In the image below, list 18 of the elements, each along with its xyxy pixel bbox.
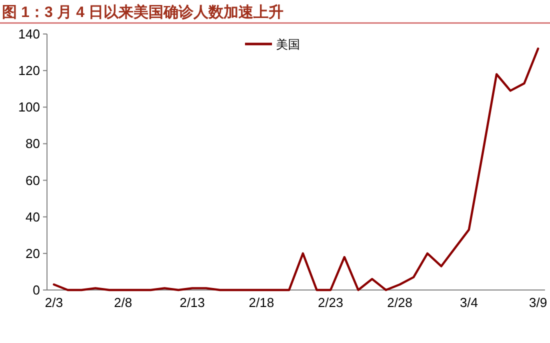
legend-label: 美国 [276,38,300,52]
x-tick-label: 3/4 [460,295,478,310]
y-tick-label: 20 [26,246,40,261]
x-tick-label: 2/28 [387,295,412,310]
y-tick-label: 60 [26,172,40,188]
y-tick-label: 120 [18,63,40,78]
y-tick-label: 80 [26,136,40,152]
x-tick-label: 2/18 [248,295,274,310]
y-tick-label: 40 [26,209,40,224]
y-tick-label: 0 [32,282,40,298]
y-tick-label: 140 [18,26,40,42]
x-tick-label: 2/8 [114,295,132,310]
x-tick-label: 2/13 [180,295,205,310]
x-tick-label: 2/23 [318,295,344,310]
chart-title: 图 1：3 月 4 日以来美国确诊人数加速上升 [2,3,284,21]
x-tick-label: 3/9 [529,295,548,310]
x-tick-label: 2/3 [44,295,63,310]
y-tick-label: 100 [18,100,40,115]
